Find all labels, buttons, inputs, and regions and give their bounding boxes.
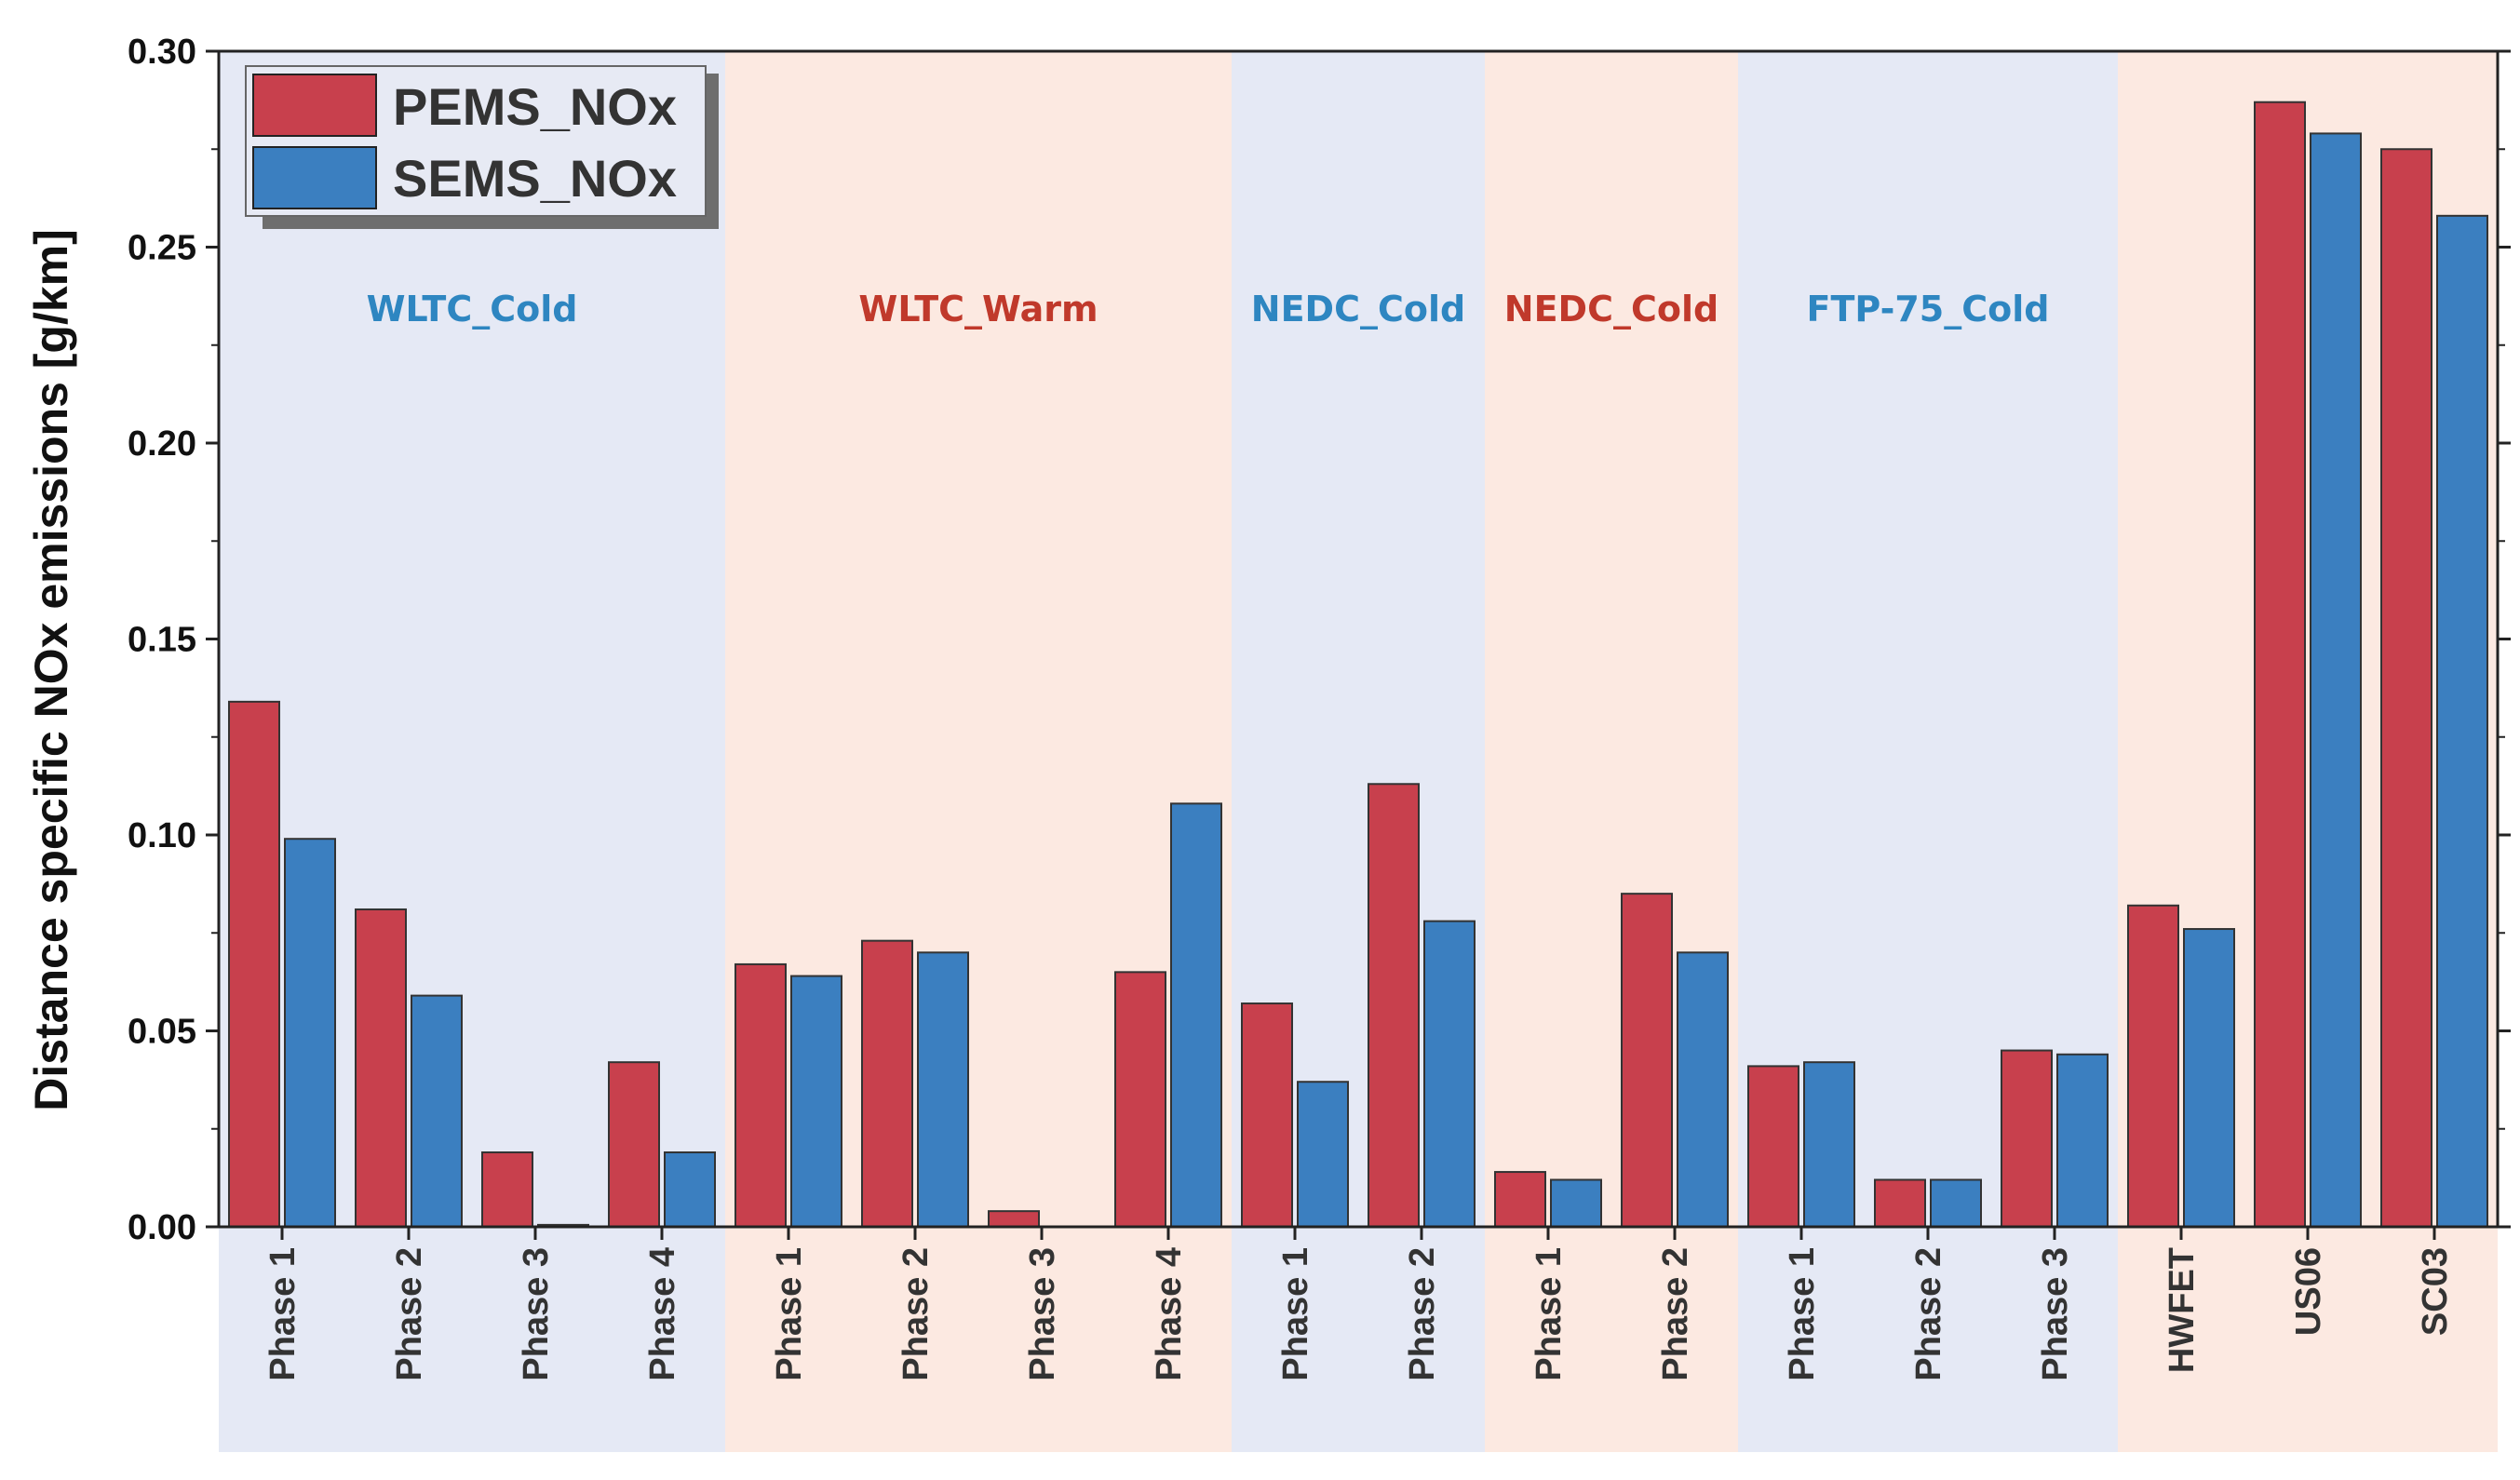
x-category-label: Phase 2 (1656, 1247, 1695, 1381)
bar-pems-nox (988, 1210, 1040, 1229)
bar-sems-nox (1297, 1081, 1349, 1228)
x-category-label: US06 (2289, 1247, 2328, 1336)
bar-pems-nox (2254, 101, 2306, 1229)
bar-sems-nox (1550, 1178, 1602, 1228)
bar-pems-nox (481, 1151, 533, 1229)
legend-swatch-pems (252, 74, 377, 137)
axes (206, 49, 2511, 1240)
x-category-label: Phase 2 (390, 1247, 429, 1381)
bar-sems-nox (1803, 1061, 1855, 1229)
legend-label-pems: PEMS_NOx (393, 77, 677, 136)
y-tick-label: 0.00 (128, 1208, 196, 1247)
bar-pems-nox (1494, 1171, 1546, 1229)
x-category-label: Phase 3 (1023, 1247, 1062, 1381)
legend-label-sems: SEMS_NOx (393, 149, 677, 208)
bar-pems-nox (734, 962, 787, 1229)
y-tick-label: 0.20 (128, 424, 196, 464)
legend: PEMS_NOx SEMS_NOx (245, 65, 719, 229)
bar-pems-nox (228, 700, 280, 1228)
y-tick-labels: 0.00 0.05 0.10 0.15 0.20 0.25 0.30 (128, 33, 196, 1247)
bar-pems-nox (1874, 1178, 1926, 1228)
bar-sems-nox (2436, 214, 2488, 1229)
bar-sems-nox (1930, 1178, 1982, 1228)
group-band (1232, 51, 1485, 1452)
group-band (725, 51, 1232, 1452)
x-category-label: Phase 1 (1276, 1247, 1315, 1381)
bar-sems-nox (411, 994, 463, 1228)
bar-pems-nox (608, 1061, 660, 1229)
bar-sems-nox (917, 951, 969, 1228)
x-category-label: Phase 2 (896, 1247, 936, 1381)
x-category-label: Phase 4 (1150, 1247, 1189, 1381)
bar-pems-nox (1368, 783, 1420, 1229)
x-category-label: Phase 2 (1403, 1247, 1442, 1381)
bar-pems-nox (1241, 1002, 1293, 1229)
group-band (2118, 51, 2498, 1452)
y-tick-label: 0.30 (128, 33, 196, 72)
y-tick-label: 0.05 (128, 1013, 196, 1052)
x-category-label: Phase 3 (2036, 1247, 2075, 1381)
group-label: WLTC_Cold (367, 289, 578, 330)
group-bands (219, 51, 2498, 1452)
group-label: NEDC_Cold (1251, 289, 1465, 330)
bar-sems-nox (2056, 1053, 2109, 1229)
legend-swatch-sems (252, 146, 377, 209)
group-label: WLTC_Warm (858, 289, 1098, 330)
bar-pems-nox (1747, 1065, 1799, 1229)
group-label: NEDC_Cold (1504, 289, 1718, 330)
x-category-label: Phase 3 (517, 1247, 556, 1381)
group-band (1738, 51, 2118, 1452)
y-tick-label: 0.10 (128, 816, 196, 855)
bar-pems-nox (861, 939, 913, 1228)
bar-sems-nox (1677, 951, 1729, 1228)
y-tick-label: 0.25 (128, 229, 196, 268)
bar-sems-nox (664, 1151, 716, 1229)
bar-sems-nox (790, 975, 842, 1229)
x-category-label: Phase 1 (263, 1247, 303, 1381)
bar-pems-nox (2380, 148, 2432, 1228)
y-tick-label: 0.15 (128, 621, 196, 660)
x-category-label: HWFET (2163, 1247, 2202, 1373)
group-label: FTP-75_Cold (1807, 289, 2050, 330)
x-category-label: Phase 1 (1530, 1247, 1569, 1381)
bar-pems-nox (1114, 971, 1166, 1228)
group-band (219, 51, 725, 1452)
bar-pems-nox (1621, 893, 1673, 1229)
y-axis-title: Distance specific NOx emissions [g/km] (25, 229, 77, 1111)
x-category-label: Phase 1 (1783, 1247, 1822, 1381)
x-category-label: SC03 (2416, 1247, 2455, 1336)
bar-pems-nox (355, 908, 407, 1228)
x-category-label: Phase 2 (1909, 1247, 1948, 1381)
bar-pems-nox (2001, 1049, 2053, 1229)
group-labels: WLTC_Cold WLTC_Warm NEDC_Cold NEDC_Cold FTP-… (367, 289, 2050, 330)
bars (228, 101, 2488, 1229)
bar-sems-nox (1423, 920, 1476, 1228)
group-band (1485, 51, 1738, 1452)
x-category-label: Phase 1 (770, 1247, 809, 1381)
bar-pems-nox (2127, 904, 2179, 1229)
bar-sems-nox (284, 838, 336, 1229)
bar-sems-nox (2310, 132, 2362, 1228)
bar-sems-nox (2183, 928, 2235, 1228)
bar-sems-nox (1170, 802, 1222, 1228)
category-labels: Phase 1 Phase 2 Phase 3 Phase 4 Phase 1 Phase… (263, 1247, 2455, 1381)
x-category-label: Phase 4 (643, 1247, 682, 1381)
